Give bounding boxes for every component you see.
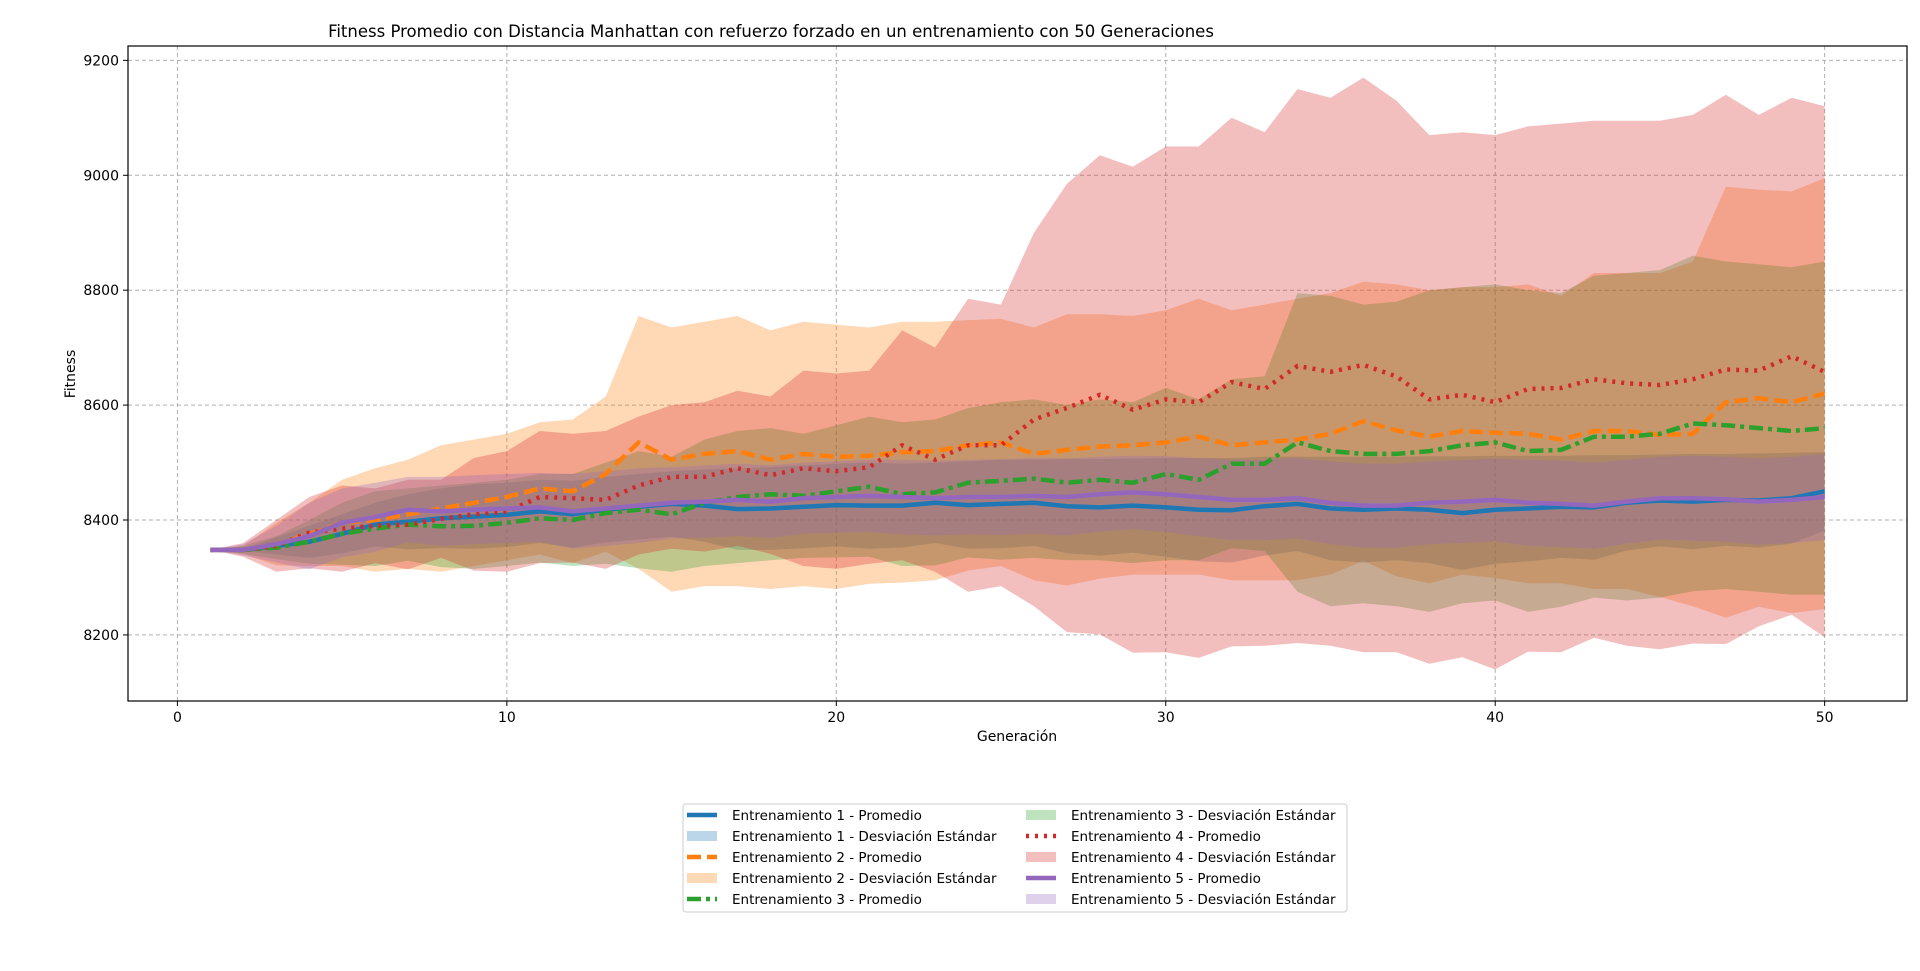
mean-line-series-2 [210, 391, 1826, 553]
legend-patch-swatch-4 [1026, 852, 1056, 862]
x-tick-label: 20 [827, 710, 845, 726]
y-axis: 8200 8400 8600 8800 9000 9200 [83, 53, 128, 644]
plot-frame [127, 45, 1908, 702]
mean-line-series-3 [210, 421, 1825, 553]
x-tick-label: 30 [1157, 710, 1175, 726]
legend-label: Entrenamiento 5 - Promedio [1071, 871, 1261, 887]
y-tick-label: 9000 [83, 168, 119, 184]
legend-label: Entrenamiento 2 - Desviación Estándar [732, 871, 997, 887]
x-axis: 0 10 20 30 40 50 [173, 701, 1834, 726]
mean-line-series-5 [210, 490, 1825, 553]
legend-patch-swatch-5 [1026, 894, 1056, 904]
legend: Entrenamiento 1 - Promedio Entrenamiento … [682, 803, 1348, 913]
legend-label: Entrenamiento 1 - Desviación Estándar [732, 829, 997, 845]
y-axis-label: Fitness [63, 350, 79, 399]
mean-line-series-1 [210, 489, 1826, 553]
y-tick-label: 8400 [83, 513, 119, 529]
legend-label: Entrenamiento 5 - Desviación Estándar [1071, 892, 1336, 908]
y-tick-label: 8200 [83, 628, 119, 644]
legend-label: Entrenamiento 4 - Desviación Estándar [1071, 850, 1336, 866]
x-tick-label: 10 [498, 710, 516, 726]
x-axis-label: Generación [977, 729, 1057, 745]
x-tick-label: 0 [173, 710, 182, 726]
legend-label: Entrenamiento 2 - Promedio [732, 850, 922, 866]
legend-label: Entrenamiento 4 - Promedio [1071, 829, 1261, 845]
legend-label: Entrenamiento 3 - Promedio [732, 892, 922, 908]
y-tick-label: 8600 [83, 398, 119, 414]
plot-area [128, 46, 1907, 701]
legend-patch-swatch-1 [687, 831, 717, 841]
legend-box [682, 803, 1348, 913]
x-tick-label: 40 [1486, 710, 1504, 726]
std-band-series-1 [210, 452, 1825, 570]
y-tick-label: 9200 [83, 53, 119, 69]
legend-patch-swatch-2 [687, 873, 717, 883]
chart-title: Fitness Promedio con Distancia Manhattan… [328, 22, 1214, 41]
x-tick-label: 50 [1816, 710, 1834, 726]
legend-label: Entrenamiento 1 - Promedio [732, 808, 922, 824]
mean-line-series-4 [210, 354, 1826, 553]
legend-label: Entrenamiento 3 - Desviación Estándar [1071, 808, 1336, 824]
std-band-series-4 [210, 77, 1825, 670]
legend-patch-swatch-3 [1026, 810, 1056, 820]
y-tick-label: 8800 [83, 283, 119, 299]
std-band-series-5 [210, 453, 1825, 570]
